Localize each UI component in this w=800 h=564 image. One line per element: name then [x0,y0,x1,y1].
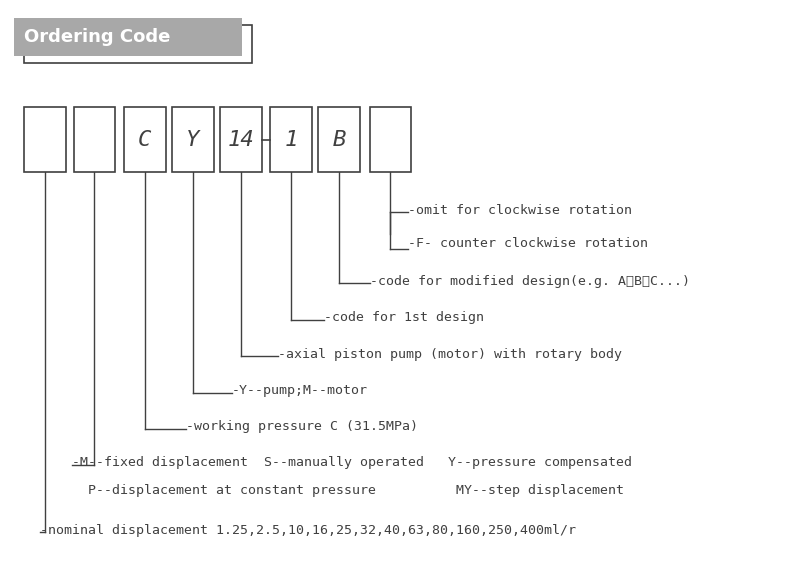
FancyBboxPatch shape [370,107,411,172]
FancyBboxPatch shape [14,18,242,56]
Text: -M--fixed displacement  S--manually operated   Y--pressure compensated: -M--fixed displacement S--manually opera… [72,456,632,469]
FancyBboxPatch shape [270,107,312,172]
Text: -Y--pump;M--motor: -Y--pump;M--motor [232,384,368,397]
Text: Ordering Code: Ordering Code [24,28,170,46]
FancyBboxPatch shape [74,107,115,172]
Text: -axial piston pump (motor) with rotary body: -axial piston pump (motor) with rotary b… [278,348,622,361]
FancyBboxPatch shape [124,107,166,172]
Text: -code for 1st design: -code for 1st design [324,311,484,324]
Text: C: C [138,130,151,149]
Text: -working pressure C (31.5MPa): -working pressure C (31.5MPa) [186,420,418,433]
Text: -nominal displacement 1.25,2.5,10,16,25,32,40,63,80,160,250,400ml/r: -nominal displacement 1.25,2.5,10,16,25,… [40,524,576,537]
Text: -F- counter clockwise rotation: -F- counter clockwise rotation [408,237,648,250]
Text: B: B [333,130,346,149]
Text: 14: 14 [227,130,254,149]
Text: -omit for clockwise rotation: -omit for clockwise rotation [408,204,632,217]
Text: P--displacement at constant pressure          MY--step displacement: P--displacement at constant pressure MY-… [72,484,624,497]
Text: -code for modified design(e.g. A、B、C...): -code for modified design(e.g. A、B、C...) [370,275,690,288]
Text: Y: Y [186,130,199,149]
FancyBboxPatch shape [24,107,66,172]
FancyBboxPatch shape [172,107,214,172]
Text: 1: 1 [285,130,298,149]
FancyBboxPatch shape [318,107,360,172]
FancyBboxPatch shape [220,107,262,172]
